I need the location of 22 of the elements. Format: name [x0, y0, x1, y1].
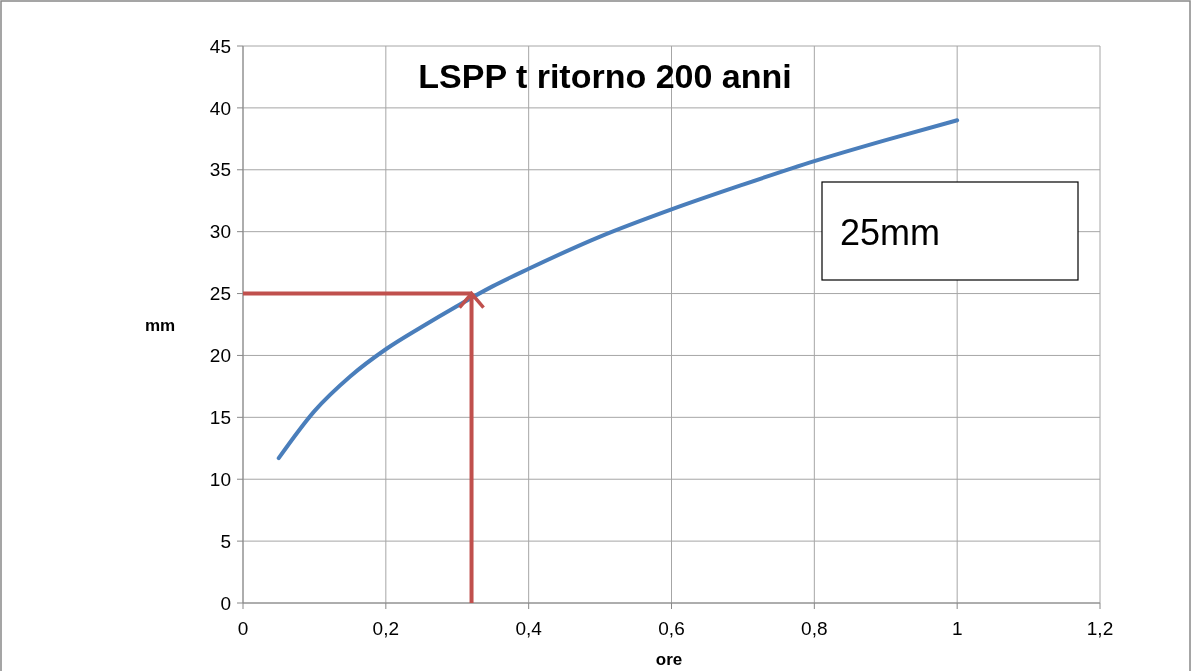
chart-title: LSPP t ritorno 200 anni — [418, 57, 792, 95]
y-tick-label: 0 — [220, 592, 231, 614]
y-tick-label: 35 — [209, 159, 231, 181]
x-tick-label: 0 — [237, 618, 249, 639]
y-tick-label: 15 — [209, 406, 231, 428]
y-tick-label: 45 — [209, 35, 231, 57]
x-tick-label: 0,4 — [515, 618, 543, 639]
x-tick-label: 1,2 — [1086, 618, 1114, 639]
y-tick-label: 20 — [209, 345, 231, 367]
y-tick-label: 30 — [209, 221, 231, 243]
y-tick-label: 5 — [220, 530, 231, 552]
x-tick-label: 0,2 — [372, 618, 400, 639]
y-tick-label: 25 — [209, 283, 231, 305]
x-tick-label: 0,8 — [801, 618, 828, 639]
x-tick-label: 1 — [951, 618, 963, 639]
x-axis-title: ore — [655, 650, 683, 669]
y-tick-label: 40 — [209, 97, 231, 119]
x-tick-label: 0,6 — [658, 618, 685, 639]
line-series — [276, 118, 960, 461]
annotation: 25mm — [840, 211, 941, 253]
y-axis-title: mm — [144, 315, 176, 335]
y-tick-label: 10 — [209, 468, 231, 490]
